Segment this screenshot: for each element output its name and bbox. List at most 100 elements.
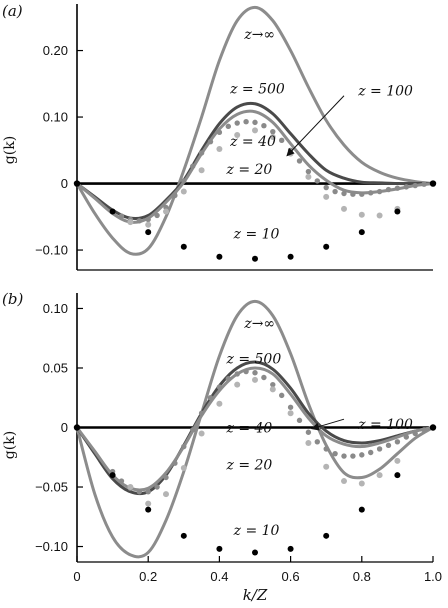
data-point (376, 188, 383, 195)
data-point (421, 427, 427, 433)
annotation-arrow (311, 418, 345, 431)
y-tick-labels: 0.20 0.10 0 −0.10 (35, 43, 68, 257)
data-point (207, 138, 214, 145)
data-point (243, 368, 249, 375)
data-point (359, 452, 365, 458)
series-annotation: z = 20 (226, 457, 273, 473)
data-point (216, 129, 223, 136)
data-point (198, 410, 205, 416)
origin-point (73, 180, 81, 187)
series-z-100 (75, 366, 435, 492)
data-point (198, 430, 205, 437)
data-point (368, 190, 374, 196)
series-z-20 (127, 376, 401, 507)
data-point (225, 375, 231, 382)
data-point (305, 429, 312, 435)
data-point (323, 463, 330, 470)
data-point (154, 484, 160, 490)
data-point (394, 439, 401, 445)
data-point (127, 219, 134, 226)
data-point (394, 185, 401, 191)
data-point (180, 188, 187, 195)
data-point (350, 453, 356, 459)
series-annotation: z→∞ (243, 27, 275, 43)
data-point (154, 212, 160, 219)
data-point (145, 216, 151, 223)
x-axis-label: k/Z (243, 586, 268, 604)
series-line (75, 366, 435, 492)
series-annotation: z = 100 (357, 417, 413, 433)
data-point (252, 370, 258, 376)
data-point (118, 478, 125, 484)
data-point (368, 449, 374, 456)
data-point (323, 184, 329, 191)
data-point (412, 430, 418, 437)
series-annotation: z = 100 (357, 83, 413, 99)
series-z-20 (127, 127, 401, 228)
panel-a: (a) g(k) 0.20 0.10 0 −0.10 z→∞ z = 500 z = 10… (2, 2, 437, 271)
data-point (394, 457, 401, 464)
data-point (190, 427, 196, 433)
data-point (359, 191, 365, 197)
y-tick-label: 0 (61, 420, 68, 435)
series-annotation: z = 10 (233, 226, 280, 242)
series-annotation: z = 500 (226, 351, 282, 367)
data-point (358, 506, 365, 513)
data-point (341, 190, 347, 197)
data-point (234, 371, 240, 377)
series-annotation: z = 40 (229, 134, 276, 150)
data-point (252, 127, 258, 134)
data-point (323, 193, 330, 200)
y-tick-label: 0 (61, 176, 68, 191)
data-point (341, 478, 347, 485)
data-point (234, 120, 240, 126)
data-point (358, 211, 365, 218)
data-point (323, 446, 329, 452)
series-line (75, 101, 435, 221)
data-point (323, 532, 330, 539)
series-z-100 (75, 109, 435, 224)
data-point (109, 472, 116, 479)
plot-area: z→∞ z = 500 z = 100 z = 40 z = 20 z = 10 (73, 293, 437, 563)
series-z-10 (109, 424, 436, 556)
end-point (429, 424, 437, 431)
data-point (180, 532, 187, 539)
data-point (412, 182, 418, 189)
data-point (181, 443, 187, 450)
y-tick-labels: 0.10 0.05 0 −0.05 −0.10 (35, 301, 68, 554)
data-point (252, 255, 258, 262)
data-point (181, 178, 187, 184)
data-point (180, 243, 187, 250)
x-tick-label: 0 (73, 569, 80, 584)
series-line (75, 5, 435, 256)
data-point (225, 123, 231, 130)
data-point (145, 500, 152, 507)
data-point (350, 191, 356, 197)
data-point (136, 218, 142, 224)
data-point (403, 184, 409, 190)
data-point (172, 460, 178, 466)
series-line (75, 109, 435, 224)
panel-label: (b) (2, 290, 23, 308)
y-tick-label: 0.20 (43, 43, 68, 58)
data-point (216, 253, 223, 260)
data-point (207, 395, 214, 401)
data-point (234, 132, 241, 139)
data-point (376, 212, 383, 219)
data-point (216, 145, 223, 152)
annotation-arrow (286, 95, 345, 157)
data-point (216, 400, 223, 407)
data-point (287, 545, 294, 552)
data-point (394, 472, 401, 479)
series-annotation: z = 40 (226, 421, 273, 437)
y-axis-label: g(k) (2, 136, 18, 164)
x-tick-label: 0.8 (353, 569, 371, 584)
series-annotation: z = 20 (226, 162, 273, 178)
data-point (145, 221, 152, 228)
data-point (385, 186, 392, 193)
y-tick-label: −0.05 (35, 480, 68, 495)
data-point (287, 404, 294, 410)
data-point (180, 464, 187, 471)
series-annotation: z→∞ (243, 316, 275, 332)
